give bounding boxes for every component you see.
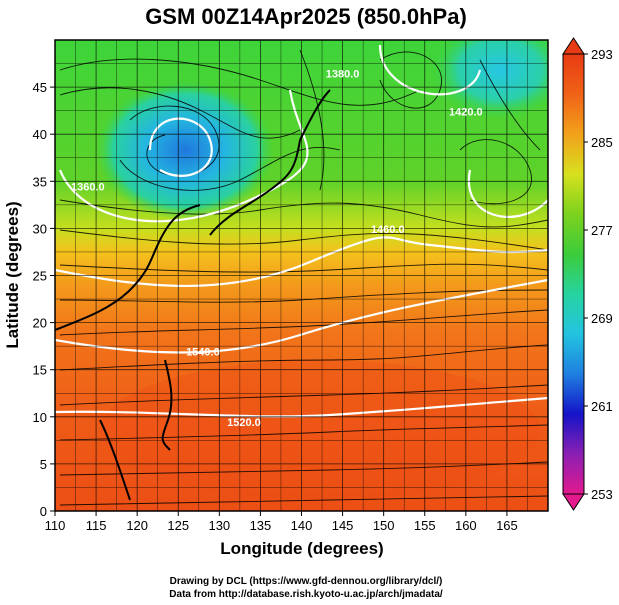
figure-title: GSM 00Z14Apr2025 (850.0hPa) xyxy=(145,4,467,29)
map-grid xyxy=(55,40,548,511)
x-tick-label: 120 xyxy=(126,518,148,533)
colorbar-ticks: 293 285 277 269 261 253 xyxy=(584,47,613,502)
colorbar-tick-label: 253 xyxy=(591,487,613,502)
y-tick-label: 15 xyxy=(33,363,47,378)
y-tick-label: 20 xyxy=(33,316,47,331)
colorbar-max-arrow xyxy=(562,37,585,55)
y-tick-label: 25 xyxy=(33,269,47,284)
y-tick-label: 10 xyxy=(33,410,47,425)
x-tick-label: 125 xyxy=(167,518,189,533)
colorbar-tick-label: 293 xyxy=(591,47,613,62)
y-tick-label: 30 xyxy=(33,221,47,236)
y-axis-title: Latitude (degrees) xyxy=(3,201,22,348)
contour-label: 1520.0 xyxy=(227,417,261,429)
colorbar-min-arrow xyxy=(562,493,585,511)
latitude-ticks: 0 5 10 15 20 25 30 35 40 45 xyxy=(33,80,55,519)
x-tick-label: 165 xyxy=(496,518,518,533)
contour-label: 1360.0 xyxy=(71,182,105,194)
coastlines xyxy=(55,89,331,501)
credit-drawing: Drawing by DCL (https://www.gfd-dennou.o… xyxy=(170,576,443,587)
x-tick-label: 130 xyxy=(208,518,230,533)
contour-label: 1460.0 xyxy=(371,224,405,236)
colorbar-tick-label: 269 xyxy=(591,311,613,326)
x-tick-label: 140 xyxy=(291,518,313,533)
cold-low-core xyxy=(95,80,275,220)
y-tick-label: 40 xyxy=(33,127,47,142)
y-tick-label: 0 xyxy=(40,504,47,519)
x-tick-label: 145 xyxy=(332,518,354,533)
y-tick-label: 5 xyxy=(40,457,47,472)
x-tick-label: 150 xyxy=(373,518,395,533)
colorbar-tick-label: 261 xyxy=(591,399,613,414)
x-tick-label: 110 xyxy=(45,518,66,533)
map-plot: 1520.0 1540.0 1460.0 1420.0 1380.0 1360.0 xyxy=(55,40,548,511)
cold-northeast-region xyxy=(430,40,548,120)
contour-label: 1540.0 xyxy=(186,347,220,359)
contour-label: 1380.0 xyxy=(326,69,360,81)
x-tick-label: 160 xyxy=(455,518,477,533)
x-tick-label: 115 xyxy=(86,518,107,533)
warm-tropical-region xyxy=(100,360,540,500)
y-tick-label: 45 xyxy=(33,80,47,95)
colorbar: 293 285 277 269 261 253 xyxy=(562,37,613,511)
x-tick-label: 135 xyxy=(250,518,272,533)
colorbar-tick-label: 285 xyxy=(591,135,613,150)
contour-label: 1420.0 xyxy=(449,106,483,118)
x-tick-label: 155 xyxy=(414,518,436,533)
streamlines xyxy=(59,49,548,506)
credit-data: Data from http://database.rish.kyoto-u.a… xyxy=(169,589,443,600)
contour-labels: 1520.0 1540.0 1460.0 1420.0 1380.0 1360.0 xyxy=(71,69,483,430)
longitude-ticks: 110 115 120 125 130 135 140 145 150 155 160 165 xyxy=(45,511,518,533)
colorbar-tick-label: 277 xyxy=(591,223,613,238)
y-tick-label: 35 xyxy=(33,174,47,189)
colorbar-bar xyxy=(562,53,585,495)
x-axis-title: Longitude (degrees) xyxy=(220,539,383,558)
